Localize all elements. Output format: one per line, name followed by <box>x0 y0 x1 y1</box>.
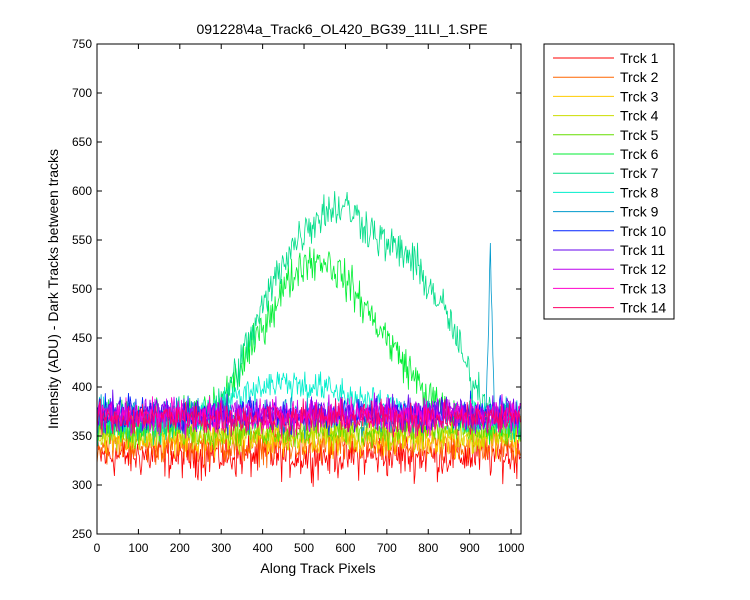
y-tick-label: 550 <box>72 233 92 247</box>
legend-label-trck-1: Trck 1 <box>620 50 659 66</box>
legend: Trck 1 Trck 2 Trck 3 Trck 4 Trck 5 Trck 6 Trck… <box>543 43 675 320</box>
legend-label-trck-3: Trck 3 <box>620 88 659 104</box>
legend-label-trck-9: Trck 9 <box>620 204 659 220</box>
legend-box <box>543 43 675 320</box>
y-tick-label: 400 <box>72 380 92 394</box>
x-tick-label: 600 <box>335 541 355 555</box>
legend-label-trck-8: Trck 8 <box>620 184 659 200</box>
tick-layer: 0 100 200 300 400 500 600 700 800 900 1000 250 300 35… <box>72 37 525 555</box>
y-tick-label: 300 <box>72 478 92 492</box>
x-tick-label: 400 <box>253 541 273 555</box>
x-tick-label: 200 <box>170 541 190 555</box>
legend-label-trck-5: Trck 5 <box>620 127 659 143</box>
x-axis-title: Along Track Pixels <box>260 560 375 576</box>
legend-label-trck-2: Trck 2 <box>620 69 659 85</box>
y-tick-label: 450 <box>72 331 92 345</box>
y-tick-label: 250 <box>72 527 92 541</box>
legend-label-trck-6: Trck 6 <box>620 146 659 162</box>
x-tick-label: 800 <box>418 541 438 555</box>
series-line-trck-14 <box>96 397 521 439</box>
y-tick-label: 650 <box>72 135 92 149</box>
x-tick-label: 500 <box>294 541 314 555</box>
x-tick-label: 300 <box>211 541 231 555</box>
x-tick-label: 700 <box>377 541 397 555</box>
legend-label-trck-14: Trck 14 <box>620 300 666 316</box>
legend-label-trck-7: Trck 7 <box>620 165 659 181</box>
legend-label-trck-4: Trck 4 <box>620 108 659 124</box>
plot-area <box>97 44 521 534</box>
y-tick-label: 700 <box>72 86 92 100</box>
y-tick-label: 500 <box>72 282 92 296</box>
x-tick-label: 900 <box>460 541 480 555</box>
y-tick-label: 750 <box>72 37 92 51</box>
y-tick-label: 600 <box>72 184 92 198</box>
x-tick-label: 0 <box>94 541 101 555</box>
series-line-trck-1 <box>96 426 521 487</box>
legend-items: Trck 1 Trck 2 Trck 3 Trck 4 Trck 5 Trck 6 Trck… <box>553 50 666 316</box>
y-axis-title: Intensity (ADU) - Dark Tracks between tr… <box>45 149 61 429</box>
series-layer <box>96 191 521 487</box>
legend-label-trck-12: Trck 12 <box>620 261 666 277</box>
legend-label-trck-13: Trck 13 <box>620 280 666 296</box>
x-tick-label: 1000 <box>498 541 525 555</box>
legend-label-trck-10: Trck 10 <box>620 223 666 239</box>
x-tick-label: 100 <box>128 541 148 555</box>
y-tick-label: 350 <box>72 429 92 443</box>
legend-label-trck-11: Trck 11 <box>620 242 665 258</box>
chart-title: 091228\4a_Track6_OL420_BG39_11LI_1.SPE <box>196 21 487 37</box>
